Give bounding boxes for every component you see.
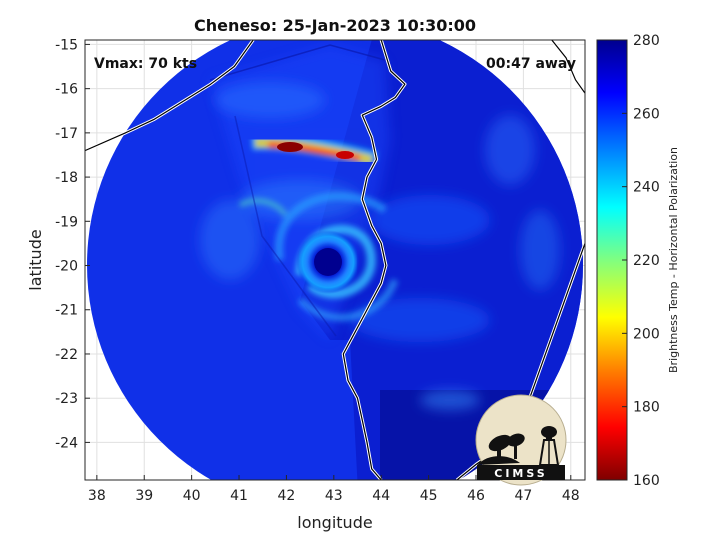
y-tick-label: -23 — [55, 391, 78, 407]
y-tick-label: -20 — [55, 259, 78, 275]
x-tick-label: 48 — [562, 488, 580, 504]
x-tick-label: 43 — [325, 488, 343, 504]
x-tick-label: 38 — [88, 488, 106, 504]
x-tick-label: 39 — [135, 488, 153, 504]
y-axis-ticks: -15 -16 -17 -18 -19 -20 -21 -22 -23 -24 — [55, 37, 90, 451]
y-tick-label: -22 — [55, 347, 78, 363]
x-tick-label: 41 — [230, 488, 248, 504]
x-tick-label: 47 — [514, 488, 532, 504]
x-tick-label: 40 — [183, 488, 201, 504]
colorbar-tick-label: 260 — [633, 106, 660, 122]
time-away-label: 00:47 away — [486, 56, 576, 72]
coastline-madagascar — [342, 40, 406, 480]
x-tick-label: 42 — [278, 488, 296, 504]
colorbar: 280 260 240 220 200 180 160 Brightness Temp - … — [596, 33, 680, 489]
coastline-east — [551, 40, 585, 94]
y-tick-label: -24 — [55, 435, 78, 451]
x-axis-label: longitude — [297, 513, 372, 532]
cimss-logo: CIMSS — [475, 394, 567, 486]
coastline-mozambique — [85, 40, 254, 152]
colorbar-tick-label: 160 — [633, 473, 660, 489]
colorbar-ticks: 280 260 240 220 200 180 160 — [622, 33, 660, 489]
colorbar-tick-label: 220 — [633, 253, 660, 269]
x-axis-ticks: 38 39 40 41 42 43 44 45 46 47 48 — [88, 475, 580, 504]
figure-title: Cheneso: 25-Jan-2023 10:30:00 — [194, 16, 476, 35]
x-tick-label: 46 — [467, 488, 485, 504]
x-tick-label: 45 — [420, 488, 438, 504]
colorbar-tick-label: 180 — [633, 400, 660, 416]
vmax-label: Vmax: 70 kts — [94, 56, 197, 72]
y-tick-label: -17 — [55, 126, 78, 142]
logo-text: CIMSS — [494, 467, 547, 480]
x-tick-label: 44 — [372, 488, 390, 504]
colorbar-label: Brightness Temp - Horizontal Polarizatio… — [667, 147, 680, 373]
axes-frame — [84, 39, 586, 481]
y-tick-label: -15 — [55, 37, 78, 53]
colorbar-tick-label: 200 — [633, 326, 660, 342]
y-tick-label: -21 — [55, 303, 78, 319]
colorbar-tick-label: 280 — [633, 33, 660, 49]
y-tick-label: -16 — [55, 82, 78, 98]
y-tick-label: -19 — [55, 214, 78, 230]
y-tick-label: -18 — [55, 170, 78, 186]
colorbar-tick-label: 240 — [633, 180, 660, 196]
y-axis-label: latitude — [26, 229, 45, 290]
